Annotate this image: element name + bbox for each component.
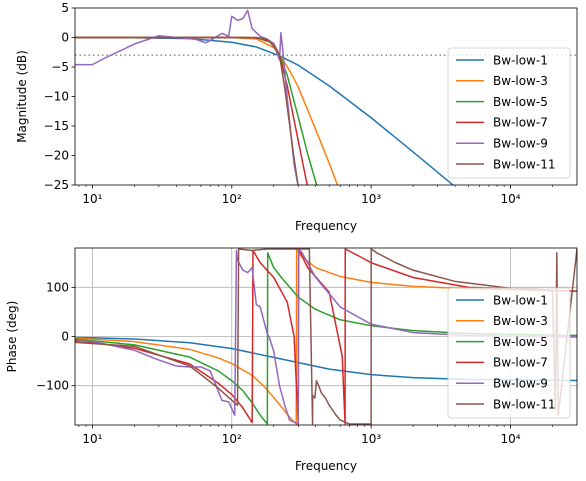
legend-label: Bw-low-3 (493, 314, 548, 328)
y-tick-label: 0 (61, 330, 69, 344)
phase-y-axis-label: Phase (deg) (5, 301, 19, 373)
y-tick-label: 100 (46, 280, 69, 294)
legend-label: Bw-low-7 (493, 356, 548, 370)
series-line-bw-low-7 (75, 36, 309, 185)
magnitude-y-axis-label: Magnitude (dB) (15, 50, 29, 143)
x-tick-label: 10⁴ (500, 192, 520, 206)
y-tick-label: −100 (36, 379, 69, 393)
x-tick-label: 10² (222, 432, 242, 446)
legend-label: Bw-low-11 (493, 397, 555, 411)
x-tick-label: 10¹ (82, 192, 102, 206)
legend-label: Bw-low-9 (493, 137, 548, 151)
phase-x-ticks: 10¹ 10² 10³ 10⁴ (78, 425, 553, 446)
phase-x-axis-label: Frequency (295, 459, 357, 473)
series-line-bw-low-1 (75, 336, 577, 382)
y-tick-label: 0 (61, 31, 69, 45)
series-line-bw-low-7 (75, 248, 577, 425)
phase-plot: 100 0 −100 10¹ 10² 10³ 10⁴ Frequency Phase (d… (5, 247, 578, 473)
magnitude-x-axis-label: Frequency (295, 219, 357, 233)
legend-label: Bw-low-3 (493, 74, 548, 88)
series-line-bw-low-3 (75, 36, 339, 185)
y-tick-label: −10 (44, 90, 69, 104)
magnitude-plot: 50−5−10−15−20−25 10¹ 10² 10³ 10⁴ Frequency … (15, 1, 578, 233)
legend-label: Bw-low-11 (493, 157, 555, 171)
x-tick-label: 10⁴ (500, 432, 520, 446)
series-line-bw-low-9 (75, 9, 299, 185)
legend-label: Bw-low-7 (493, 116, 548, 130)
y-tick-label: −20 (44, 149, 69, 163)
y-tick-label: −5 (51, 60, 69, 74)
magnitude-series-lines (75, 9, 455, 185)
legend-label: Bw-low-9 (493, 377, 548, 391)
legend-label: Bw-low-5 (493, 95, 548, 109)
y-tick-label: −25 (44, 178, 69, 192)
series-line-bw-low-9 (75, 248, 577, 425)
x-tick-label: 10³ (361, 192, 381, 206)
series-line-bw-low-11 (75, 36, 299, 185)
magnitude-x-ticks: 10¹ 10² 10³ 10⁴ (78, 185, 553, 206)
legend-label: Bw-low-1 (493, 293, 548, 307)
magnitude-legend: Bw-low-1 Bw-low-3 Bw-low-5 Bw-low-7 Bw-low-9… (447, 47, 571, 179)
phase-legend: Bw-low-1 Bw-low-3 Bw-low-5 Bw-low-7 Bw-low-9… (447, 287, 571, 419)
x-tick-label: 10¹ (82, 432, 102, 446)
x-tick-label: 10² (222, 192, 242, 206)
phase-y-ticks: 100 0 −100 (36, 280, 75, 393)
legend-label: Bw-low-1 (493, 53, 548, 67)
y-tick-label: −15 (44, 119, 69, 133)
phase-series-lines (75, 248, 577, 425)
y-tick-label: 5 (61, 1, 69, 15)
legend-label: Bw-low-5 (493, 335, 548, 349)
series-line-bw-low-11 (75, 248, 577, 425)
x-tick-label: 10³ (361, 432, 381, 446)
magnitude-y-ticks: 5 0 −5 −10 −15 −20 −25 (44, 1, 75, 192)
